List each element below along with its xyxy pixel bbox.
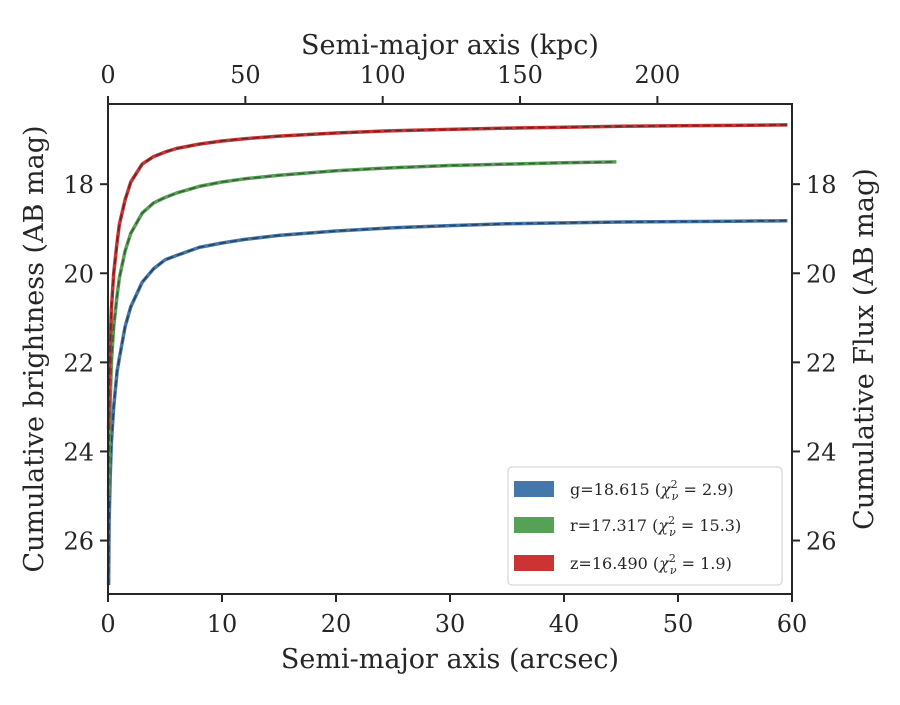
x-tick-label: 30 bbox=[435, 610, 466, 638]
legend-label-0: g=18.615 (χ2 ν = 2.9) bbox=[570, 478, 734, 503]
top-x-tick-label: 200 bbox=[634, 61, 680, 89]
right-y-axis-title: Cumulative Flux (AB mag) bbox=[849, 168, 880, 530]
ticks: 0 10 20 30 40 50 60 0 50 100 150 200 18 20 22 24 26 18 20 2… bbox=[63, 61, 836, 638]
legend-label-1: r=17.317 (χ2 ν = 15.3) bbox=[570, 514, 741, 539]
y-tick-label: 24 bbox=[63, 438, 94, 466]
x-tick-label: 0 bbox=[100, 610, 115, 638]
y-tick-label: 26 bbox=[63, 528, 94, 556]
top-x-tick-label: 150 bbox=[497, 61, 543, 89]
series-model-line-0 bbox=[107, 219, 788, 586]
x-axis-title: Semi-major axis (arcsec) bbox=[281, 644, 619, 675]
series-model-line-2 bbox=[107, 124, 788, 430]
plot-lines bbox=[106, 123, 788, 586]
series-model-line-1 bbox=[107, 161, 617, 497]
top-x-axis-title: Semi-major axis (kpc) bbox=[301, 30, 599, 61]
legend-frame bbox=[507, 466, 783, 586]
right-y-tick-label: 24 bbox=[806, 438, 837, 466]
y-axis-title: Cumulative brightness (AB mag) bbox=[19, 125, 50, 572]
y-tick-label: 22 bbox=[63, 349, 94, 377]
legend-swatch-2 bbox=[514, 555, 554, 571]
x-tick-label: 50 bbox=[663, 610, 694, 638]
top-x-tick-label: 0 bbox=[100, 61, 115, 89]
y-tick-label: 18 bbox=[63, 171, 94, 199]
legend-swatch-0 bbox=[514, 481, 554, 497]
x-tick-label: 40 bbox=[549, 610, 580, 638]
right-y-tick-label: 20 bbox=[806, 260, 837, 288]
legend-label-2: z=16.490 (χ2 ν = 1.9) bbox=[570, 552, 732, 577]
x-tick-label: 10 bbox=[207, 610, 238, 638]
right-y-tick-label: 18 bbox=[806, 171, 837, 199]
top-x-tick-label: 50 bbox=[230, 61, 261, 89]
top-x-tick-label: 100 bbox=[360, 61, 406, 89]
legend-swatch-1 bbox=[514, 517, 554, 533]
right-y-tick-label: 22 bbox=[806, 349, 837, 377]
x-tick-label: 20 bbox=[321, 610, 352, 638]
y-tick-label: 20 bbox=[63, 260, 94, 288]
legend: g=18.615 (χ2 ν = 2.9) r=17.317 (χ2 ν = 15.3… bbox=[507, 466, 783, 586]
x-tick-label: 60 bbox=[777, 610, 808, 638]
right-y-tick-label: 26 bbox=[806, 528, 837, 556]
